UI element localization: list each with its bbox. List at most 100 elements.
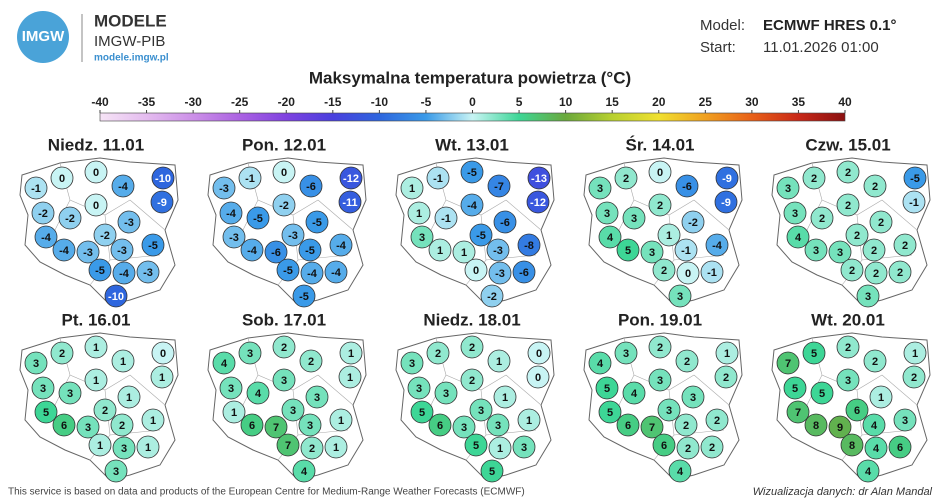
station-marker [652, 433, 676, 457]
station-marker [648, 193, 672, 217]
station-value: -3 [229, 232, 239, 244]
station-value: 6 [249, 420, 255, 432]
station-value: 0 [93, 200, 99, 212]
station-marker [622, 381, 646, 405]
station-marker [339, 341, 363, 365]
station-value: -4 [226, 208, 237, 220]
map-panel: Niedz. 11.01 0 0 -1 -4 -10 -9 0 -2 -2 -3 -4 -2 -5 -4 -3… [19, 135, 179, 308]
station-value: 1 [496, 356, 502, 368]
station-marker [464, 433, 488, 457]
station-value: 9 [837, 422, 843, 434]
station-marker [836, 368, 860, 392]
station-value: 2 [684, 356, 690, 368]
station-marker [272, 193, 296, 217]
station-value: 2 [709, 442, 715, 454]
station-marker [400, 351, 424, 375]
station-value: 1 [461, 247, 467, 259]
station-marker [428, 413, 452, 437]
station-value: -10 [108, 291, 124, 303]
station-marker [845, 223, 869, 247]
station-marker [52, 413, 76, 437]
station-value: -4 [331, 267, 342, 279]
station-value: 1 [93, 375, 99, 387]
station-value: 0 [281, 167, 287, 179]
station-marker [136, 260, 160, 284]
station-value: -4 [119, 268, 130, 280]
station-value: -3 [495, 268, 505, 280]
station-marker [487, 349, 511, 373]
station-marker [434, 381, 458, 405]
station-marker [246, 381, 270, 405]
station-value: 2 [657, 200, 663, 212]
station-marker [903, 166, 927, 190]
station-value: 1 [502, 392, 508, 404]
station-value: -8 [524, 240, 534, 252]
station-value: 5 [811, 348, 817, 360]
station-value: -3 [493, 245, 503, 257]
panel-title: Śr. 14.01 [625, 135, 694, 154]
station-marker [840, 433, 864, 457]
station-marker [324, 435, 348, 459]
station-value: -1 [441, 213, 451, 225]
station-value: 0 [535, 372, 541, 384]
station-marker [810, 381, 834, 405]
station-value: 2 [469, 375, 475, 387]
station-value: -5 [95, 265, 105, 277]
station-value: 2 [435, 348, 441, 360]
station-marker [869, 210, 893, 234]
station-marker [486, 413, 510, 437]
station-marker [640, 240, 664, 264]
station-value: 0 [59, 173, 65, 185]
station-marker [426, 166, 450, 190]
station-value: -12 [343, 173, 359, 185]
station-value: 5 [604, 383, 610, 395]
station-marker [786, 400, 810, 424]
station-value: 3 [865, 291, 871, 303]
station-marker [668, 284, 692, 308]
station-marker [493, 385, 517, 409]
station-marker [902, 190, 926, 214]
station-marker [238, 341, 262, 365]
station-value: -4 [712, 240, 723, 252]
station-marker [111, 349, 135, 373]
station-value: 3 [677, 291, 683, 303]
station-value: 3 [597, 183, 603, 195]
start-label: Start: [700, 39, 736, 56]
station-value: -4 [118, 181, 129, 193]
station-marker [219, 201, 243, 225]
station-marker [527, 341, 551, 365]
colorbar-tick-label: 15 [606, 95, 620, 109]
station-value: -3 [124, 217, 134, 229]
station-marker [595, 376, 619, 400]
station-marker [141, 408, 165, 432]
station-value: 3 [113, 466, 119, 478]
station-value: 5 [625, 245, 631, 257]
station-marker [452, 240, 476, 264]
station-marker [512, 260, 536, 284]
station-value: 5 [473, 440, 479, 452]
station-marker [869, 385, 893, 409]
station-value: 2 [281, 342, 287, 354]
station-value: 2 [845, 200, 851, 212]
station-marker [58, 206, 82, 230]
station-marker [486, 238, 510, 262]
station-value: 3 [813, 245, 819, 257]
station-value: 3 [228, 383, 234, 395]
station-value: -1 [707, 267, 717, 279]
station-value: 3 [521, 442, 527, 454]
station-marker [219, 376, 243, 400]
station-marker [616, 238, 640, 262]
station-value: 5 [792, 383, 798, 395]
station-value: 2 [714, 415, 720, 427]
brand: MODELE [94, 11, 167, 30]
panel-title: Wt. 20.01 [811, 310, 885, 329]
station-marker [864, 261, 888, 285]
station-marker [31, 201, 55, 225]
station-marker [84, 368, 108, 392]
station-value: 2 [661, 265, 667, 277]
station-value: 2 [872, 181, 878, 193]
station-value: 4 [795, 232, 802, 244]
station-marker [238, 166, 262, 190]
station-marker [864, 436, 888, 460]
